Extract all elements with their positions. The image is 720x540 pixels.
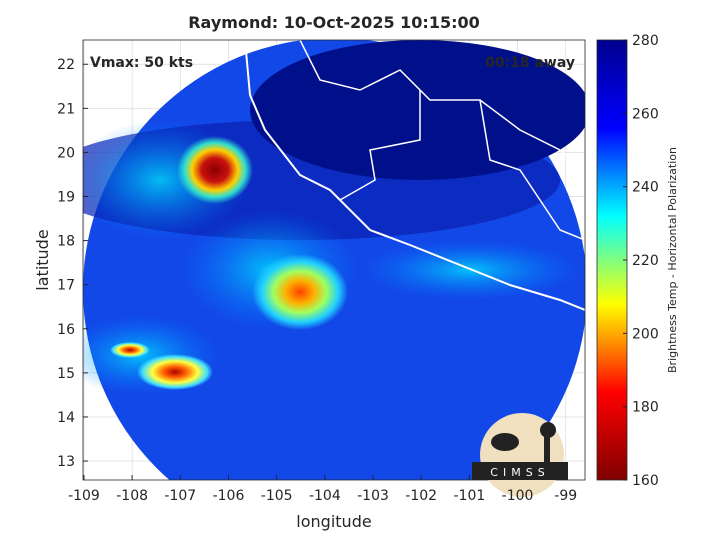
y-tick-label: 16 [57, 322, 75, 338]
colorbar-tick-label: 200 [632, 326, 659, 342]
colorbar-tick-label: 260 [632, 106, 659, 122]
x-tick-label: -106 [213, 488, 245, 504]
colorbar [596, 39, 628, 481]
x-tick-label: -103 [357, 488, 389, 504]
y-axis-label: latitude [33, 229, 52, 290]
colorbar-tick-label: 220 [632, 253, 659, 269]
y-tick-label: 21 [57, 101, 75, 117]
y-tick-label: 13 [57, 454, 75, 470]
y-tick-label: 19 [57, 190, 75, 206]
y-tick-label: 18 [57, 234, 75, 250]
x-tick-label: -105 [261, 488, 293, 504]
logo-text: CIMSS [490, 466, 549, 479]
x-tick-label: -102 [405, 488, 437, 504]
colorbar-tick-label: 180 [632, 400, 659, 416]
x-tick-label: -99 [554, 488, 577, 504]
colorbar-tick-label: 240 [632, 180, 659, 196]
logo: CIMSS [472, 413, 568, 497]
colorbar-label: Brightness Temp - Horizontal Polarizatio… [666, 147, 679, 373]
y-tick-label: 14 [57, 410, 75, 426]
y-tick-label: 17 [57, 278, 75, 294]
x-tick-label: -109 [68, 488, 100, 504]
x-tick-label: -108 [116, 488, 148, 504]
x-axis-label: longitude [296, 512, 371, 531]
y-tick-label: 15 [57, 366, 75, 382]
x-tick-label: -100 [502, 488, 534, 504]
colorbar-tick-label: 160 [632, 473, 659, 489]
annotation: Vmax: 50 kts [90, 55, 193, 71]
annotation: 00:18 away [485, 55, 575, 71]
x-tick-label: -104 [309, 488, 341, 504]
y-tick-label: 20 [57, 145, 75, 161]
x-tick-label: -107 [164, 488, 196, 504]
y-tick-label: 22 [57, 57, 75, 73]
chart-title: Raymond: 10-Oct-2025 10:15:00 [188, 13, 480, 32]
x-tick-label: -101 [453, 488, 485, 504]
swath [83, 40, 585, 480]
colorbar-tick-label: 280 [632, 33, 659, 49]
